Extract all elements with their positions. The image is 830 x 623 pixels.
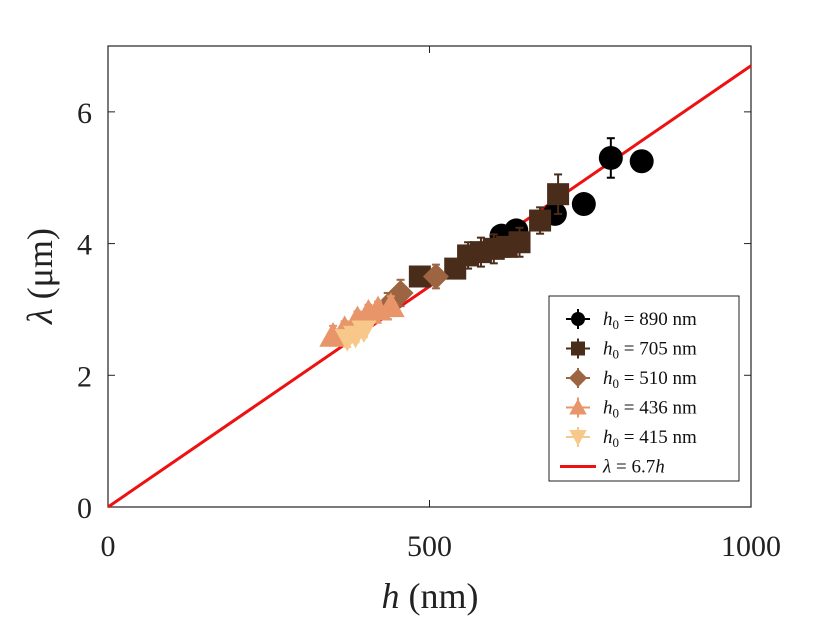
legend-marker: [568, 368, 588, 388]
y-tick-label: 0: [77, 492, 92, 525]
data-point: [377, 292, 405, 318]
legend-entry-0: h0 = 890 nm: [566, 309, 697, 332]
series-0: [489, 137, 654, 248]
data-point: [422, 263, 449, 290]
legend-entry-4: h0 = 415 nm: [566, 427, 697, 450]
legend-label: h0 = 510 nm: [603, 368, 697, 391]
legend-entry-2: h0 = 510 nm: [566, 368, 697, 391]
data-point: [629, 149, 654, 174]
data-point: [319, 322, 347, 347]
y-tick-label: 6: [77, 97, 92, 130]
legend-marker: [569, 430, 587, 446]
x-tick-label: 1000: [721, 530, 781, 563]
legend-label: h0 = 436 nm: [603, 398, 697, 421]
legend-entry-fit: λ = 6.7h: [560, 457, 665, 478]
y-axis-title: λ (μm): [20, 228, 60, 325]
data-point: [508, 231, 531, 254]
legend-entry-1: h0 = 705 nm: [566, 338, 697, 362]
data-point: [571, 192, 596, 217]
legend-marker: [571, 341, 585, 356]
series-4: [334, 320, 377, 352]
y-tick-label: 4: [77, 229, 92, 262]
legend-entry-3: h0 = 436 nm: [566, 397, 697, 421]
legend: h0 = 890 nm h0 = 705 nm h0 = 510 nm h0 = 43…: [548, 295, 740, 482]
legend-label: h0 = 415 nm: [603, 427, 697, 450]
x-tick-label: 500: [407, 530, 452, 563]
legend-fit-label: λ = 6.7h: [602, 457, 665, 478]
legend-label: h0 = 705 nm: [603, 339, 697, 362]
legend-marker: [569, 398, 587, 415]
x-tick-label: 0: [101, 530, 116, 563]
legend-marker: [571, 312, 585, 326]
data-point: [598, 145, 623, 170]
data-point: [547, 183, 570, 206]
x-axis-title: h (nm): [382, 576, 479, 616]
axis-ticks: 0 500 1000 0 2 4 6: [77, 46, 781, 563]
legend-label: h0 = 890 nm: [603, 309, 697, 332]
data-points-layer: [319, 137, 654, 352]
data-point: [408, 265, 431, 288]
series-1: [408, 173, 570, 288]
data-point: [529, 209, 552, 232]
y-tick-label: 2: [77, 360, 92, 393]
legend-box: [548, 295, 740, 482]
data-point: [351, 320, 377, 344]
